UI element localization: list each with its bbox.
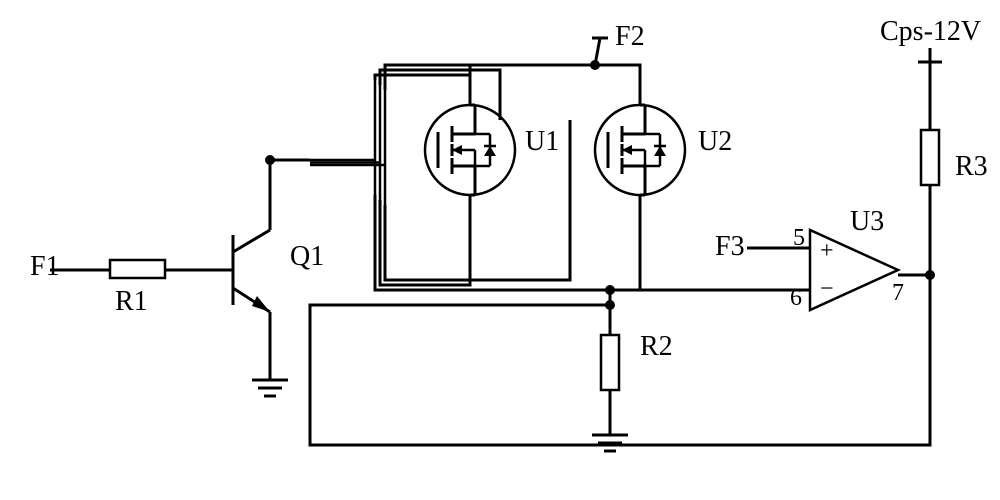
label-F3: F3 — [715, 231, 745, 262]
label-U2: U2 — [698, 126, 732, 157]
label-pin7: 7 — [892, 280, 904, 306]
label-Cps: Cps-12V — [880, 16, 981, 47]
label-U3: U3 — [850, 206, 884, 237]
svg-text:+: + — [820, 238, 834, 264]
label-Q1: Q1 — [290, 241, 324, 272]
label-pin5: 5 — [793, 225, 805, 251]
svg-text:−: − — [820, 276, 834, 302]
label-U1: U1 — [525, 126, 559, 157]
label-R2: R2 — [640, 331, 673, 362]
label-pin6: 6 — [790, 285, 802, 311]
label-R1: R1 — [115, 286, 148, 317]
label-F1: F1 — [30, 251, 60, 282]
label-R3: R3 — [955, 151, 988, 182]
label-F2: F2 — [615, 21, 645, 52]
